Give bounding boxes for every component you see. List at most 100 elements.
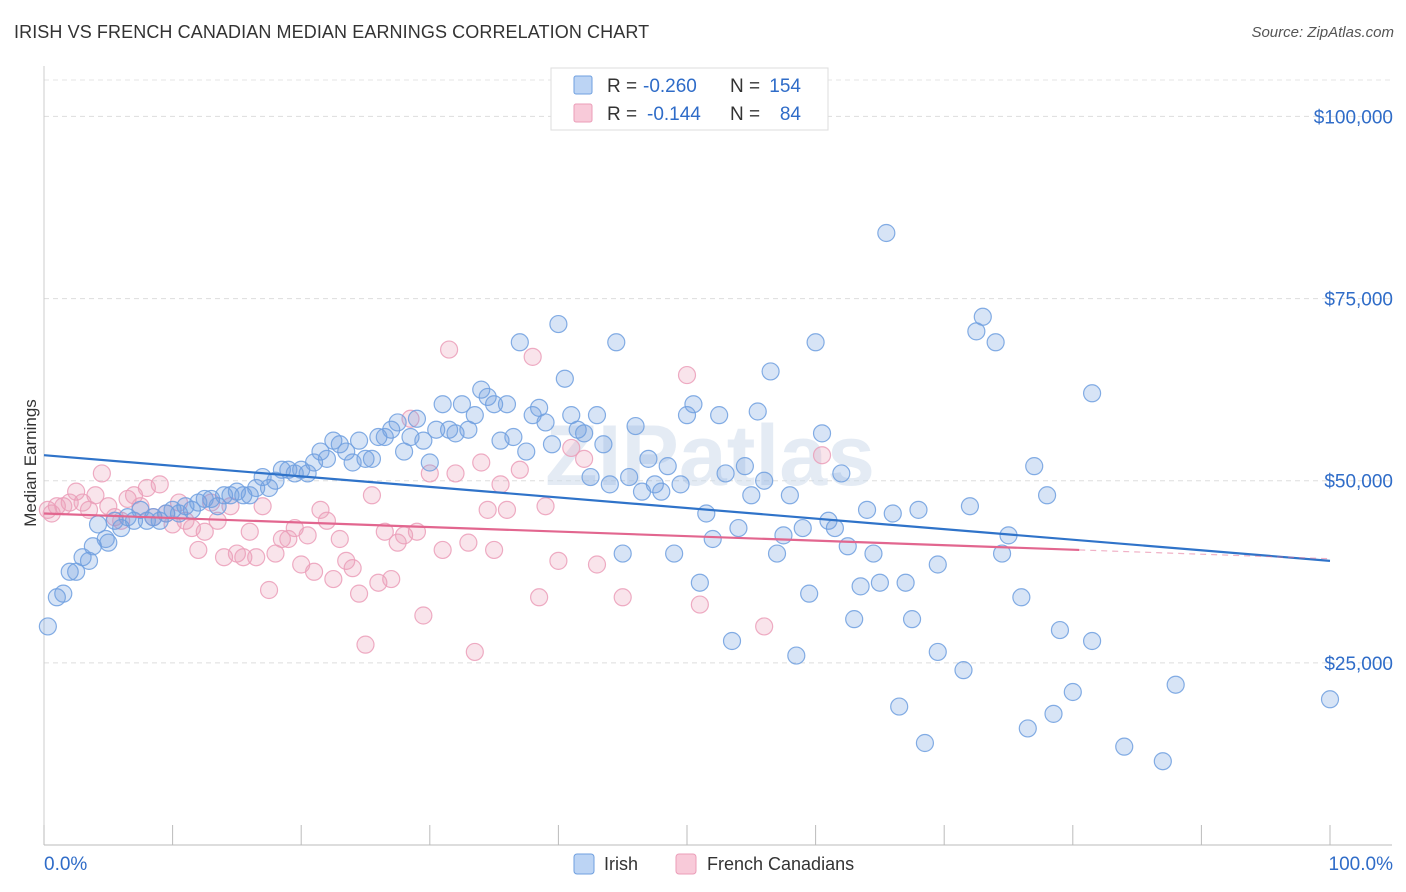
french-canadians-point-68 [485,540,504,560]
french-canadians-point-81 [690,595,709,614]
irish-point-136 [909,500,928,519]
french-canadians-point-18 [150,475,169,494]
irish-point-72 [497,395,517,414]
irish-point-103 [697,504,716,523]
french-canadians-point-73 [530,588,549,607]
irish-point-107 [722,631,742,651]
french-canadians-point-59 [414,606,433,625]
irish-point-115 [774,526,793,545]
irish-point-79 [542,435,562,454]
irish-point-55 [388,413,407,432]
french-canadians-point-67 [478,500,497,519]
irish-point-88 [600,475,619,494]
french-canadians-point-78 [587,555,607,574]
irish-n-label: N = [730,76,760,97]
irish-point-149 [1025,457,1044,476]
french-canadians-point-69 [491,475,510,494]
irish-point-148 [1018,719,1037,738]
irish-point-96 [652,482,671,501]
irish-point-0 [38,617,57,636]
irish-point-53 [375,427,394,447]
irish-point-84 [575,424,594,443]
irish-point-131 [877,223,896,243]
stats-legend: R = -0.260 N = 154 R = -0.144 N = 84 [550,67,829,131]
irish-point-119 [800,584,819,603]
irish-point-144 [986,333,1005,352]
irish-point-69 [478,387,497,407]
french-canadians-point-8 [86,486,105,505]
irish-point-68 [472,380,491,399]
french-canadians-point-71 [510,460,529,479]
irish-point-87 [594,435,613,454]
legend-irish-swatch [573,853,595,875]
irish-point-81 [555,369,574,388]
irish-point-121 [812,424,832,443]
french-n-value: 84 [780,104,802,125]
irish-point-75 [517,442,536,461]
irish-point-43 [311,442,330,461]
french-canadians-point-43 [311,500,330,519]
french-canadians-trend-line [43,512,1080,552]
x-tick-label-1: 100.0% [1329,854,1394,875]
irish-point-141 [960,497,980,516]
irish-point-105 [710,406,729,425]
irish-point-114 [767,544,787,563]
irish-point-138 [928,642,947,662]
irish-point-100 [677,406,697,425]
irish-point-126 [845,610,864,629]
y-tick-label-2: $75,000 [1324,290,1393,311]
irish-point-147 [1012,588,1031,607]
irish-trend-line [43,454,1331,562]
irish-point-143 [973,307,992,326]
irish-r-value: -0.260 [643,76,697,97]
french-canadians-point-5 [67,482,86,501]
irish-point-155 [1082,631,1102,651]
french-canadians-point-79 [613,588,632,607]
irish-point-137 [915,733,935,753]
irish-point-130 [870,573,890,592]
irish-point-89 [607,333,626,352]
french-canadians-point-42 [304,562,324,581]
irish-point-116 [780,486,799,505]
french-canadians-point-62 [439,340,459,359]
irish-point-32 [240,486,259,505]
irish-point-80 [549,314,568,334]
french-canadians-point-65 [465,642,484,662]
irish-point-117 [787,646,806,665]
french-canadians-point-82 [755,617,774,636]
french-r-value: -0.144 [647,104,701,125]
french-canadians-point-35 [259,580,279,600]
french-canadians-point-66 [472,453,491,472]
irish-legend-swatch [573,75,593,95]
irish-point-27 [208,497,227,516]
irish-point-154 [1082,384,1102,403]
french-canadians-point-72 [523,347,542,366]
irish-point-98 [665,544,684,563]
french-canadians-point-80 [677,365,697,385]
irish-point-47 [337,442,356,461]
irish-point-109 [735,457,754,476]
irish-point-51 [362,449,382,468]
french-canadians-point-31 [234,548,253,567]
french-canadians-point-54 [382,569,401,589]
irish-point-128 [857,500,877,519]
french-n-label: N = [730,104,760,125]
irish-point-132 [883,504,902,523]
irish-point-46 [330,435,349,454]
irish-point-44 [317,449,337,468]
chart-source: Source: ZipAtlas.com [1251,24,1394,41]
irish-point-60 [420,453,439,472]
irish-point-33 [247,478,266,498]
irish-point-85 [581,467,600,487]
french-canadians-point-61 [433,540,452,560]
french-canadians-point-55 [388,533,407,552]
irish-point-152 [1050,620,1070,640]
french-canadians-point-22 [176,511,195,530]
french-canadians-point-76 [562,438,581,458]
french-canadians-point-74 [536,497,555,516]
irish-point-2 [54,584,73,603]
irish-point-92 [626,416,645,436]
irish-point-58 [407,409,427,428]
french-canadians-point-41 [298,526,317,545]
irish-point-123 [825,518,844,538]
